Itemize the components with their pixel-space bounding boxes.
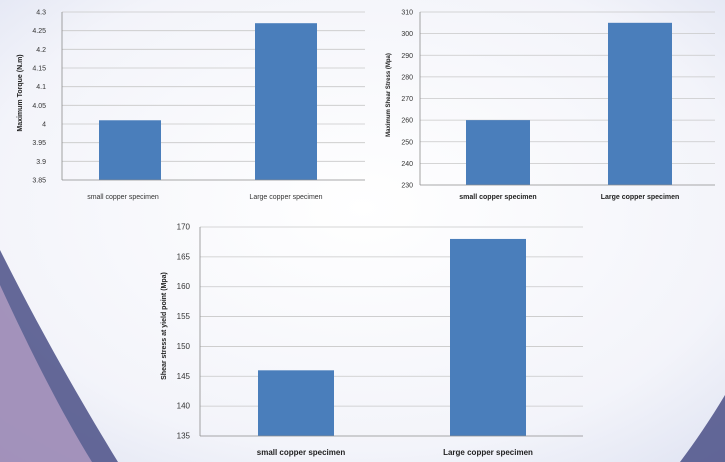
torque-y-tick-label: 4.2: [36, 47, 46, 54]
yield-stress-y-tick-label: 145: [177, 372, 191, 381]
yield-stress-y-tick-label: 150: [177, 342, 191, 351]
yield-stress-bar-0: [258, 370, 334, 436]
yield-stress-y-tick-label: 135: [177, 432, 191, 441]
torque-y-tick-label: 3.95: [32, 140, 46, 147]
torque-bars: [99, 23, 317, 181]
shear-stress-category-label-0: small copper specimen: [459, 194, 536, 201]
torque-y-tick-label: 4.05: [32, 103, 46, 110]
torque-category-label-1: Large copper specimen: [249, 194, 322, 201]
shear-stress-y-tick-label: 280: [401, 74, 413, 81]
shear-stress-y-tick-label: 300: [401, 31, 413, 38]
torque-y-tick-label: 4.15: [32, 66, 46, 73]
torque-bar-1: [255, 23, 317, 181]
yield-stress-bars: [258, 238, 526, 436]
torque-y-tick-label: 4.25: [32, 28, 46, 35]
shear-stress-y-tick-label: 260: [401, 118, 413, 125]
shear-stress-y-tick-label: 270: [401, 96, 413, 103]
shear-stress-y-axis-label: Maximum Shear Stress (Mpa): [386, 53, 392, 137]
torque-y-tick-label: 3.85: [32, 178, 46, 185]
yield-stress-category-label-0: small copper specimen: [257, 448, 346, 457]
torque-y-axis-label: Maximum Torque (N.m): [17, 54, 24, 131]
yield-stress-y-tick-label: 170: [177, 223, 191, 232]
shear-stress-y-tick-label: 240: [401, 161, 413, 168]
left-arc-highlight: [0, 285, 92, 462]
shear-stress-bar-0: [466, 120, 530, 185]
torque-y-tick-label: 4.3: [36, 10, 46, 17]
yield-stress-category-label-1: Large copper specimen: [443, 448, 533, 457]
yield-stress-y-ticks: 135 140 145 150 155 160 165 170: [177, 223, 191, 441]
yield-stress-y-axis-label: Shear stress at yield point (Mpa): [161, 272, 168, 380]
right-arc-decoration: [680, 395, 725, 462]
torque-category-label-0: small copper specimen: [87, 194, 159, 201]
shear-stress-bars: [466, 22, 672, 185]
shear-stress-y-tick-label: 230: [401, 183, 413, 190]
torque-bar-0: [99, 120, 161, 180]
yield-stress-bar-1: [450, 238, 526, 436]
yield-stress-y-tick-label: 155: [177, 312, 191, 321]
torque-y-tick-label: 4: [42, 122, 46, 129]
yield-stress-y-tick-label: 165: [177, 252, 191, 261]
shear-stress-y-tick-label: 310: [401, 10, 413, 17]
shear-stress-y-tick-label: 290: [401, 53, 413, 60]
torque-y-ticks: 3.85 3.9 3.95 4 4.05 4.1 4.15 4.2 4.25 4.3: [32, 10, 46, 185]
torque-y-tick-label: 4.1: [36, 84, 46, 91]
shear-stress-category-label-1: Large copper specimen: [601, 194, 680, 201]
yield-stress-y-tick-label: 160: [177, 282, 191, 291]
torque-y-tick-label: 3.9: [36, 159, 46, 166]
shear-stress-y-tick-label: 250: [401, 139, 413, 146]
shear-stress-bar-1: [608, 22, 672, 185]
shear-stress-y-ticks: 230 240 250 260 270 280 290 300 310: [401, 10, 413, 190]
yield-stress-y-tick-label: 140: [177, 402, 191, 411]
